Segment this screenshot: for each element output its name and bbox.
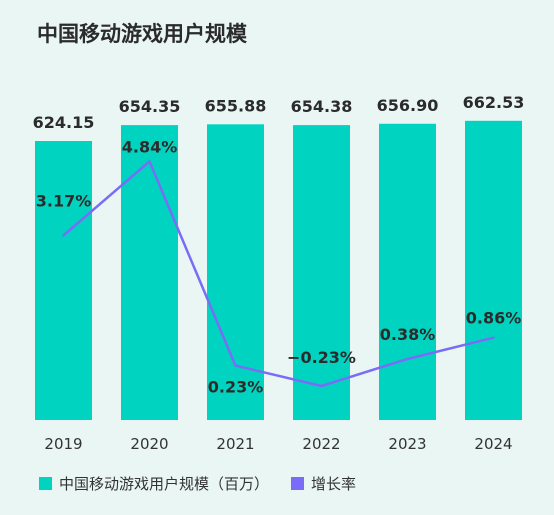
x-tick-label-2020: 2020 — [130, 435, 168, 453]
bar-2020 — [121, 125, 178, 420]
bar-2024 — [465, 120, 522, 420]
x-tick-label-2021: 2021 — [216, 435, 254, 453]
bar-value-label-2024: 662.53 — [463, 93, 525, 112]
legend-item-line: 增长率 — [291, 473, 356, 494]
legend: 中国移动游戏用户规模（百万） 增长率 — [39, 473, 378, 494]
growth-rate-line — [62, 160, 495, 388]
legend-label-bars: 中国移动游戏用户规模（百万） — [59, 475, 270, 493]
x-tick-label-2024: 2024 — [474, 435, 512, 453]
bar-2023 — [379, 123, 436, 420]
bar-value-label-2020: 654.35 — [119, 97, 181, 116]
line-value-label-2024: 0.86% — [466, 309, 522, 328]
chart-title: 中国移动游戏用户规模 — [37, 22, 247, 46]
legend-label-line: 增长率 — [311, 475, 357, 493]
bar-2021 — [207, 124, 264, 420]
line-value-label-2021: 0.23% — [208, 378, 264, 397]
legend-swatch-bars — [39, 477, 52, 490]
line-value-label-2023: 0.38% — [380, 325, 436, 344]
x-tick-label-2023: 2023 — [388, 435, 426, 453]
line-value-label-2022: −0.23% — [287, 348, 356, 367]
bar-value-label-2022: 654.38 — [291, 97, 353, 116]
legend-item-bars: 中国移动游戏用户规模（百万） — [39, 473, 269, 494]
legend-swatch-line — [291, 477, 305, 490]
bar-value-label-2019: 624.15 — [33, 113, 95, 132]
bar-2022 — [293, 125, 350, 420]
bar-value-label-2021: 655.88 — [205, 96, 267, 115]
bar-value-label-2023: 656.90 — [377, 96, 439, 115]
line-value-label-2020: 4.84% — [122, 137, 178, 156]
x-tick-label-2022: 2022 — [302, 435, 340, 453]
x-tick-label-2019: 2019 — [44, 435, 82, 453]
bar-2019 — [35, 141, 92, 420]
line-value-label-2019: 3.17% — [36, 191, 92, 210]
